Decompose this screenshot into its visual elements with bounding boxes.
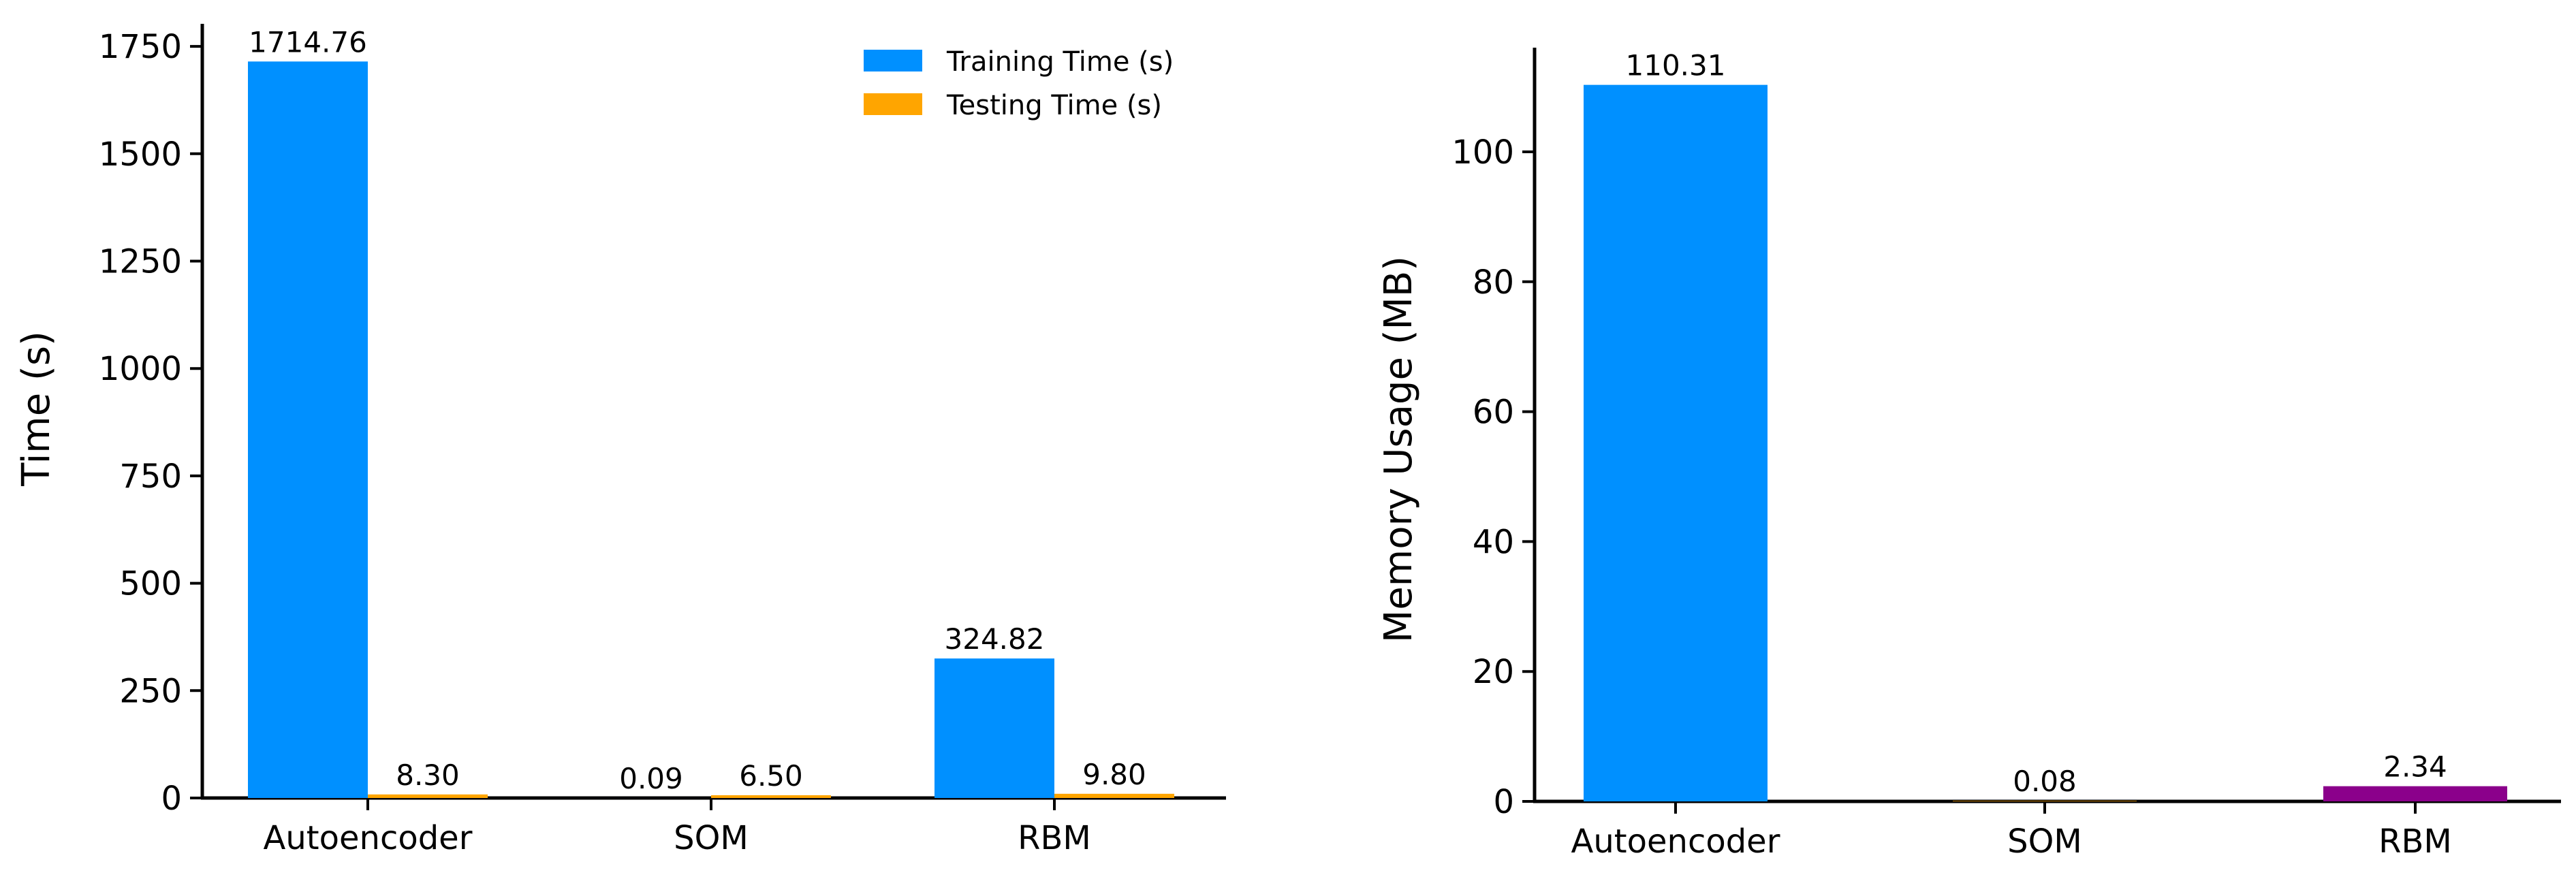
time-chart-y-tick-label: 1250 bbox=[99, 243, 182, 281]
time-chart-y-tick-label: 250 bbox=[119, 672, 182, 710]
legend-swatch-testing bbox=[864, 93, 922, 115]
time-chart-bar bbox=[934, 658, 1054, 798]
memory-chart-bar bbox=[1584, 84, 1768, 802]
memory-chart-y-tick-label: 60 bbox=[1473, 394, 1514, 432]
memory-chart-y-tick-label: 40 bbox=[1473, 523, 1514, 561]
time-chart-y-tick-label: 750 bbox=[119, 458, 182, 496]
memory-chart-y-tick-label: 100 bbox=[1451, 133, 1514, 172]
memory-chart-y-axis-title: Memory Usage (MB) bbox=[1377, 256, 1421, 643]
time-chart-bar bbox=[368, 794, 488, 798]
memory-chart-value-label: 2.34 bbox=[2383, 750, 2447, 784]
time-chart-y-tick-label: 1500 bbox=[99, 135, 182, 174]
memory-chart-y-tick-label: 0 bbox=[1493, 783, 1514, 821]
legend-swatch-training bbox=[864, 50, 922, 71]
legend-label-training: Training Time (s) bbox=[946, 46, 1174, 78]
time-chart-y-tick-label: 500 bbox=[119, 565, 182, 603]
memory-chart-y-tick-label: 80 bbox=[1473, 264, 1514, 302]
memory-chart-value-label: 0.08 bbox=[2013, 765, 2077, 798]
memory-chart-x-tick-label: SOM bbox=[2007, 823, 2082, 861]
memory-chart: Memory Usage (MB) 0 20 40 60 80 100 Autoencode… bbox=[1377, 48, 2561, 861]
time-chart-x-tick-label: SOM bbox=[674, 819, 749, 857]
time-chart-value-label: 1714.76 bbox=[249, 25, 367, 59]
time-chart-value-label: 0.09 bbox=[619, 762, 683, 795]
time-chart-value-label: 8.30 bbox=[396, 759, 460, 792]
memory-chart-x-tick-label: RBM bbox=[2378, 823, 2452, 861]
time-chart-bar bbox=[248, 61, 368, 799]
time-chart-y-tick-label: 0 bbox=[161, 780, 182, 818]
legend-label-testing: Testing Time (s) bbox=[946, 90, 1162, 121]
memory-chart-x-tick-label: Autoencoder bbox=[1571, 823, 1780, 861]
time-chart-value-label: 6.50 bbox=[739, 759, 803, 793]
time-chart-x-tick-label: Autoencoder bbox=[264, 819, 473, 857]
time-chart-legend: Training Time (s) Testing Time (s) bbox=[864, 46, 1174, 121]
memory-chart-bar bbox=[2323, 786, 2507, 801]
time-chart-y-tick-label: 1750 bbox=[99, 28, 182, 66]
memory-chart-y-tick-label: 20 bbox=[1473, 653, 1514, 691]
time-chart: Time (s) Training Time (s) Testing Time … bbox=[14, 24, 1226, 857]
memory-chart-value-label: 110.31 bbox=[1626, 49, 1726, 82]
time-chart-x-tick-label: RBM bbox=[1018, 819, 1091, 857]
time-chart-y-axis-title: Time (s) bbox=[14, 331, 59, 487]
time-chart-value-label: 9.80 bbox=[1082, 758, 1146, 791]
time-chart-y-tick-label: 1000 bbox=[99, 350, 182, 388]
time-chart-bar bbox=[1054, 793, 1174, 798]
time-chart-bar bbox=[711, 795, 831, 798]
time-chart-value-label: 324.82 bbox=[945, 622, 1045, 656]
